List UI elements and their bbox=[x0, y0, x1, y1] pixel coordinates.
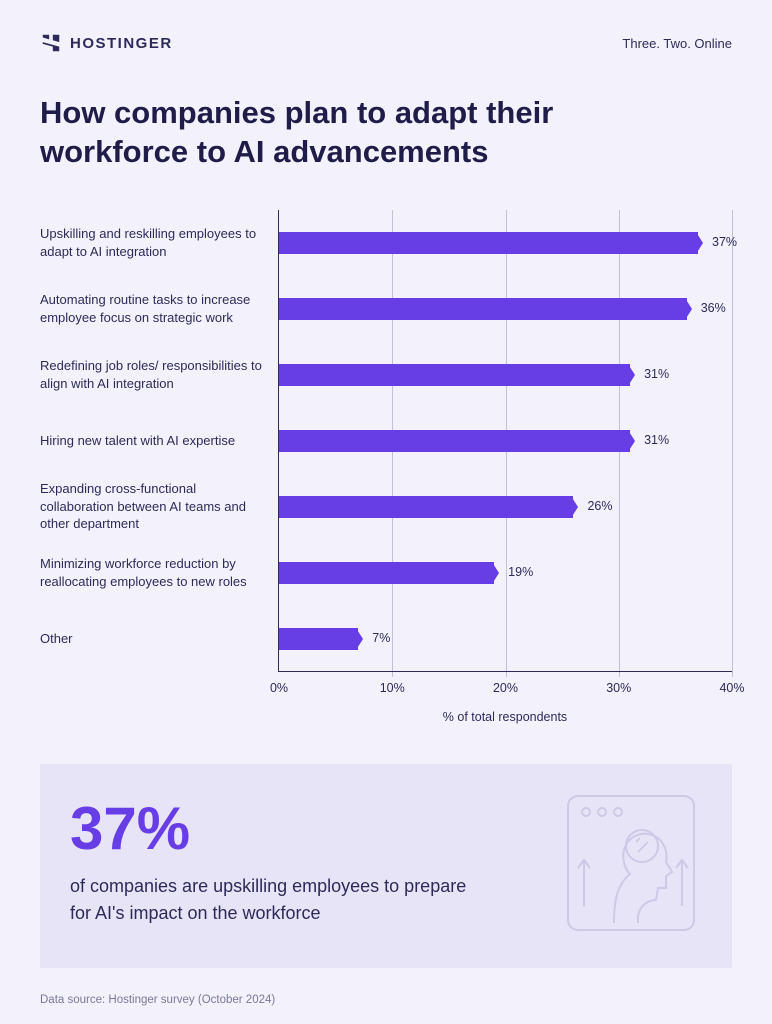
bar bbox=[279, 628, 358, 650]
x-axis-label: % of total respondents bbox=[278, 710, 732, 724]
header: HOSTINGER Three. Two. Online bbox=[40, 32, 732, 54]
bar bbox=[279, 496, 573, 518]
bar-value: 36% bbox=[701, 301, 726, 315]
bar-chart: Upskilling and reskilling employees to a… bbox=[40, 210, 732, 672]
bar-label: Minimizing workforce reduction by reallo… bbox=[40, 555, 278, 590]
x-tick: 30% bbox=[606, 681, 631, 695]
x-tick: 40% bbox=[719, 681, 744, 695]
bar-row: Automating routine tasks to increase emp… bbox=[40, 276, 278, 342]
x-tick: 10% bbox=[380, 681, 405, 695]
hostinger-logo-icon bbox=[40, 32, 62, 54]
bar bbox=[279, 364, 630, 386]
x-tick: 20% bbox=[493, 681, 518, 695]
bar-label: Automating routine tasks to increase emp… bbox=[40, 291, 278, 326]
callout-description: of companies are upskilling employees to… bbox=[70, 873, 470, 925]
bar bbox=[279, 298, 687, 320]
callout-text-block: 37% of companies are upskilling employee… bbox=[70, 799, 502, 925]
bar-labels-column: Upskilling and reskilling employees to a… bbox=[40, 210, 278, 672]
bar bbox=[279, 430, 630, 452]
bar-value: 19% bbox=[508, 565, 533, 579]
brand-name: HOSTINGER bbox=[70, 35, 173, 52]
data-source: Data source: Hostinger survey (October 2… bbox=[40, 994, 732, 1006]
bar-value: 7% bbox=[372, 631, 390, 645]
bar-row: Other bbox=[40, 606, 278, 672]
bar-row: Upskilling and reskilling employees to a… bbox=[40, 210, 278, 276]
bar-row: Minimizing workforce reduction by reallo… bbox=[40, 540, 278, 606]
brand-tagline: Three. Two. Online bbox=[622, 36, 732, 51]
bar-label: Redefining job roles/ responsibilities t… bbox=[40, 357, 278, 392]
stat-callout: 37% of companies are upskilling employee… bbox=[40, 764, 732, 968]
plot-area: 0%10%20%30%40%37%36%31%31%26%19%7% bbox=[278, 210, 732, 672]
bar-label: Upskilling and reskilling employees to a… bbox=[40, 225, 278, 260]
callout-stat: 37% bbox=[70, 799, 502, 859]
upskilling-illustration-icon bbox=[522, 788, 702, 938]
bar-value: 31% bbox=[644, 367, 669, 381]
bar-label: Other bbox=[40, 630, 83, 648]
bar-value: 26% bbox=[587, 499, 612, 513]
bar-row: Redefining job roles/ responsibilities t… bbox=[40, 342, 278, 408]
brand-logo: HOSTINGER bbox=[40, 32, 173, 54]
bar-label: Hiring new talent with AI expertise bbox=[40, 432, 245, 450]
bar-value: 37% bbox=[712, 235, 737, 249]
x-tick: 0% bbox=[270, 681, 288, 695]
bar-row: Expanding cross-functional collaboration… bbox=[40, 474, 278, 540]
bar-row: Hiring new talent with AI expertise bbox=[40, 408, 278, 474]
bar bbox=[279, 232, 698, 254]
bar-value: 31% bbox=[644, 433, 669, 447]
gridline bbox=[732, 210, 733, 677]
bar bbox=[279, 562, 494, 584]
page-title: How companies plan to adapt their workfo… bbox=[40, 94, 660, 172]
bar-plot-column: 0%10%20%30%40%37%36%31%31%26%19%7% bbox=[278, 210, 732, 672]
bar-label: Expanding cross-functional collaboration… bbox=[40, 480, 278, 533]
